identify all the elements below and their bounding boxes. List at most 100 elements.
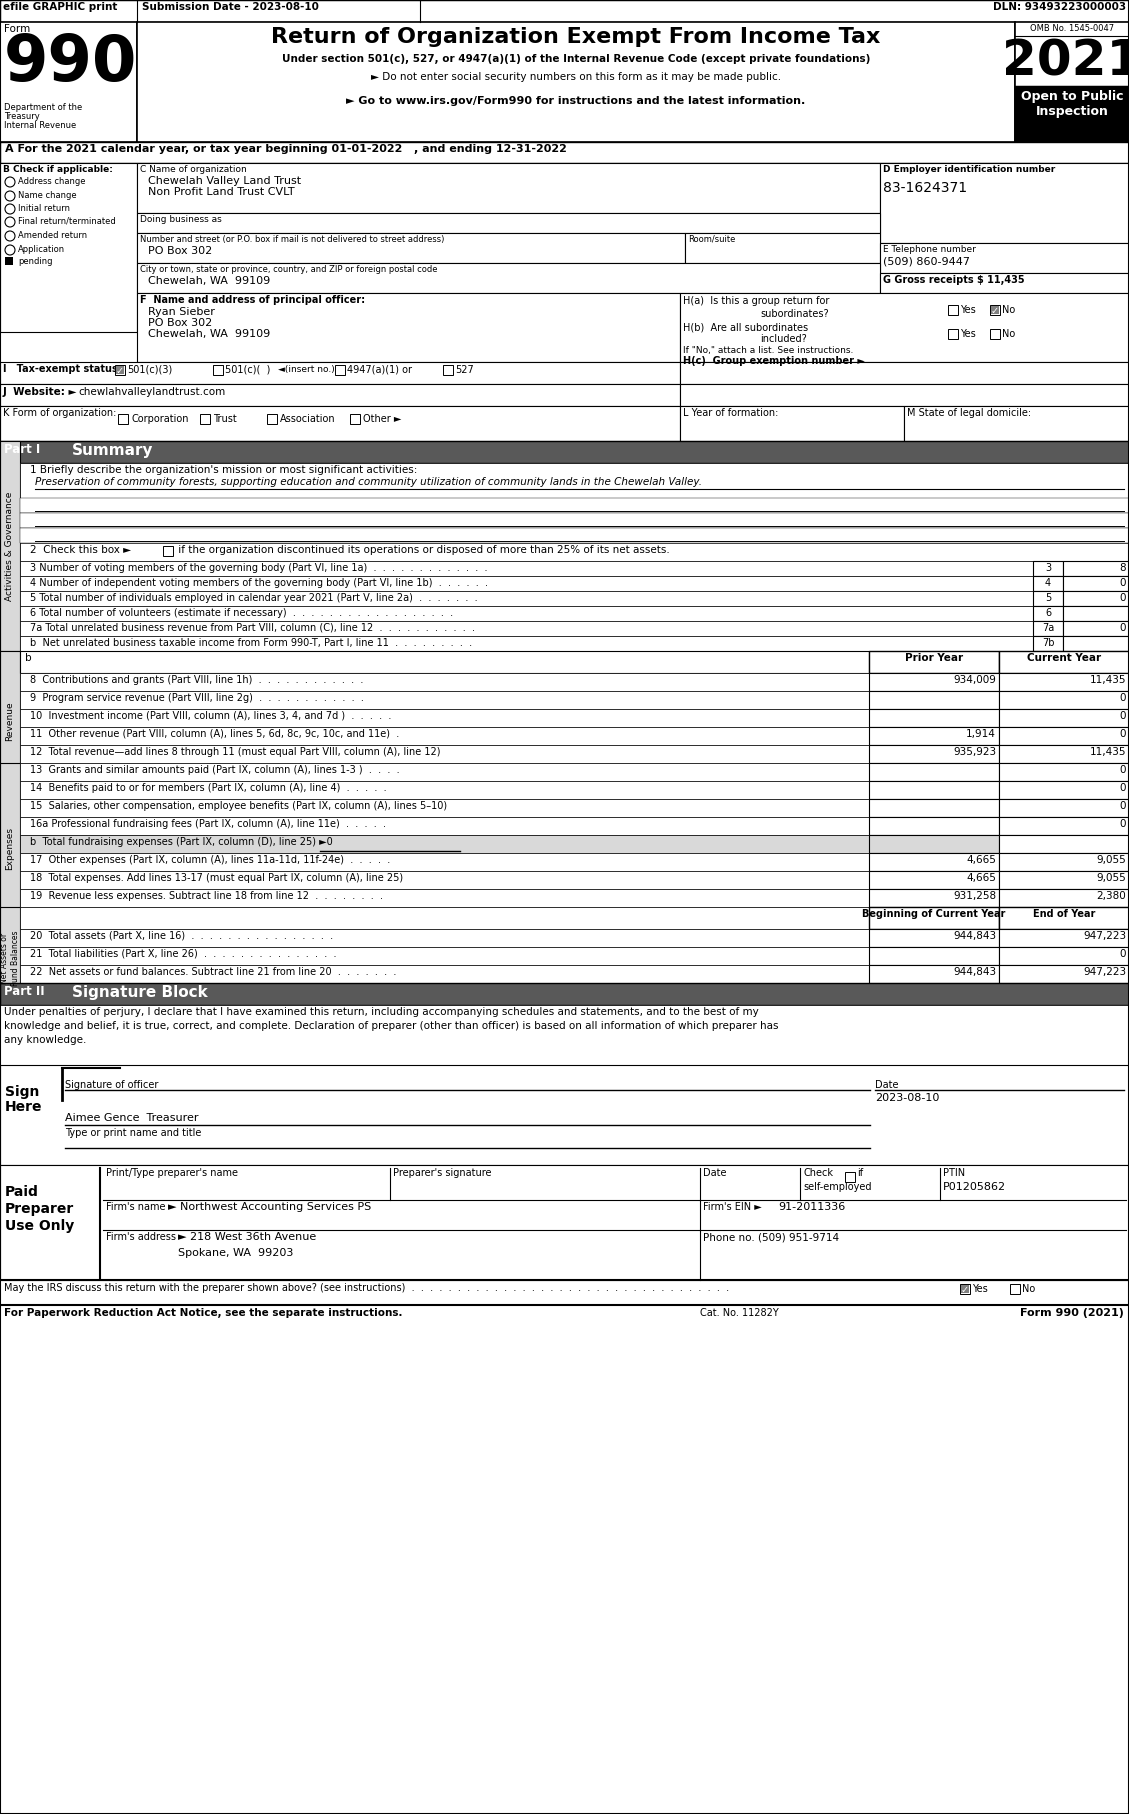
- Text: Preservation of community forests, supporting education and community utilizatio: Preservation of community forests, suppo…: [35, 477, 702, 486]
- Text: No: No: [1022, 1284, 1035, 1293]
- Text: 2023-08-10: 2023-08-10: [875, 1094, 939, 1103]
- Text: Department of the: Department of the: [5, 103, 82, 112]
- Bar: [999, 727, 1129, 746]
- Bar: [869, 798, 999, 816]
- Bar: [20, 764, 869, 782]
- Text: 6: 6: [1045, 608, 1051, 619]
- Text: 13  Grants and similar amounts paid (Part IX, column (A), lines 1-3 )  .  .  .  : 13 Grants and similar amounts paid (Part…: [30, 766, 400, 775]
- Text: 3 Number of voting members of the governing body (Part VI, line 1a)  .  .  .  . : 3 Number of voting members of the govern…: [30, 562, 488, 573]
- Text: any knowledge.: any knowledge.: [5, 1036, 87, 1045]
- Text: PTIN: PTIN: [943, 1168, 965, 1177]
- Text: Yes: Yes: [960, 328, 975, 339]
- Bar: [20, 673, 869, 691]
- Bar: [1010, 1284, 1019, 1293]
- Text: B Check if applicable:: B Check if applicable:: [3, 165, 113, 174]
- Text: Expenses: Expenses: [6, 827, 15, 869]
- Text: 19  Revenue less expenses. Subtract line 18 from line 12  .  .  .  .  .  .  .  .: 19 Revenue less expenses. Subtract line …: [30, 891, 383, 902]
- Bar: [1033, 577, 1064, 591]
- Text: For Paperwork Reduction Act Notice, see the separate instructions.: For Paperwork Reduction Act Notice, see …: [5, 1308, 403, 1319]
- Text: 4947(a)(1) or: 4947(a)(1) or: [347, 365, 412, 375]
- Bar: [20, 889, 869, 907]
- Bar: [1033, 591, 1064, 606]
- Text: F  Name and address of principal officer:: F Name and address of principal officer:: [140, 296, 365, 305]
- Text: 2,380: 2,380: [1096, 891, 1126, 902]
- Bar: [137, 294, 680, 363]
- Text: b  Net unrelated business taxable income from Form 990-T, Part I, line 11  .  . : b Net unrelated business taxable income …: [30, 639, 472, 648]
- Bar: [960, 1284, 970, 1293]
- Text: ✓: ✓: [961, 1284, 969, 1295]
- Bar: [1064, 561, 1129, 577]
- Text: Spokane, WA  99203: Spokane, WA 99203: [178, 1248, 294, 1257]
- Text: Initial return: Initial return: [18, 203, 70, 212]
- Text: OMB No. 1545-0047: OMB No. 1545-0047: [1030, 24, 1114, 33]
- Bar: [999, 782, 1129, 798]
- Text: Chewelah Valley Land Trust: Chewelah Valley Land Trust: [148, 176, 301, 187]
- Bar: [0, 441, 1129, 463]
- Text: Cat. No. 11282Y: Cat. No. 11282Y: [700, 1308, 779, 1319]
- Bar: [5, 258, 14, 265]
- Text: ► Do not enter social security numbers on this form as it may be made public.: ► Do not enter social security numbers o…: [371, 73, 781, 82]
- Bar: [1015, 22, 1129, 141]
- Text: Final return/terminated: Final return/terminated: [18, 218, 116, 227]
- Bar: [999, 709, 1129, 727]
- Bar: [869, 965, 999, 983]
- Bar: [869, 907, 999, 929]
- Text: G Gross receipts $ 11,435: G Gross receipts $ 11,435: [883, 276, 1025, 285]
- Text: M State of legal domicile:: M State of legal domicile:: [907, 408, 1031, 417]
- Text: 20  Total assets (Part X, line 16)  .  .  .  .  .  .  .  .  .  .  .  .  .  .  . : 20 Total assets (Part X, line 16) . . . …: [30, 931, 333, 941]
- Text: Internal Revenue: Internal Revenue: [5, 122, 77, 131]
- Text: Under section 501(c), 527, or 4947(a)(1) of the Internal Revenue Code (except pr: Under section 501(c), 527, or 4947(a)(1)…: [282, 54, 870, 63]
- Bar: [999, 746, 1129, 764]
- Bar: [1033, 561, 1064, 577]
- Text: 22  Net assets or fund balances. Subtract line 21 from line 20  .  .  .  .  .  .: 22 Net assets or fund balances. Subtract…: [30, 967, 396, 978]
- Text: 9  Program service revenue (Part VIII, line 2g)  .  .  .  .  .  .  .  .  .  .  .: 9 Program service revenue (Part VIII, li…: [30, 693, 364, 704]
- Text: Part II: Part II: [5, 985, 45, 998]
- Bar: [20, 606, 1033, 620]
- Text: ◄(insert no.): ◄(insert no.): [278, 365, 335, 374]
- Text: Paid: Paid: [5, 1185, 38, 1199]
- Text: 931,258: 931,258: [953, 891, 996, 902]
- Bar: [20, 637, 1033, 651]
- Bar: [869, 709, 999, 727]
- Text: Revenue: Revenue: [6, 702, 15, 740]
- Bar: [0, 1065, 1129, 1165]
- Text: Phone no. (509) 951-9714: Phone no. (509) 951-9714: [703, 1232, 839, 1243]
- Text: ✓: ✓: [991, 307, 999, 316]
- Text: A For the 2021 calendar year, or tax year beginning 01-01-2022   , and ending 12: A For the 2021 calendar year, or tax yea…: [5, 143, 567, 154]
- Bar: [0, 22, 137, 141]
- Bar: [350, 414, 360, 424]
- Text: If "No," attach a list. See instructions.: If "No," attach a list. See instructions…: [683, 346, 854, 356]
- Bar: [990, 305, 1000, 316]
- Text: ► Go to www.irs.gov/Form990 for instructions and the latest information.: ► Go to www.irs.gov/Form990 for instruct…: [347, 96, 806, 105]
- Bar: [680, 363, 1129, 385]
- Text: 3: 3: [1045, 562, 1051, 573]
- Text: Part I: Part I: [5, 443, 41, 455]
- Text: 990: 990: [5, 33, 138, 94]
- Text: May the IRS discuss this return with the preparer shown above? (see instructions: May the IRS discuss this return with the…: [5, 1282, 729, 1293]
- Text: Firm's name: Firm's name: [106, 1203, 166, 1212]
- Bar: [999, 929, 1129, 947]
- Bar: [20, 561, 1033, 577]
- Bar: [119, 414, 128, 424]
- Text: Ryan Sieber: Ryan Sieber: [148, 307, 215, 317]
- Text: P01205862: P01205862: [943, 1183, 1006, 1192]
- Text: 947,223: 947,223: [1083, 967, 1126, 978]
- Text: 0: 0: [1120, 711, 1126, 720]
- Text: 12  Total revenue—add lines 8 through 11 (must equal Part VIII, column (A), line: 12 Total revenue—add lines 8 through 11 …: [30, 747, 440, 756]
- Text: Submission Date - 2023-08-10: Submission Date - 2023-08-10: [142, 2, 318, 13]
- Text: Number and street (or P.O. box if mail is not delivered to street address): Number and street (or P.O. box if mail i…: [140, 236, 445, 245]
- Text: ✓: ✓: [116, 366, 124, 375]
- Bar: [137, 22, 1015, 141]
- Text: H(a)  Is this a group return for: H(a) Is this a group return for: [683, 296, 830, 307]
- Bar: [869, 889, 999, 907]
- Bar: [1064, 620, 1129, 637]
- Bar: [20, 727, 869, 746]
- Bar: [0, 141, 1129, 163]
- Bar: [999, 965, 1129, 983]
- Bar: [0, 651, 20, 791]
- Text: Print/Type preparer's name: Print/Type preparer's name: [106, 1168, 238, 1177]
- Text: 0: 0: [1120, 949, 1126, 960]
- Bar: [116, 366, 124, 374]
- Text: No: No: [1003, 305, 1015, 316]
- Text: C Name of organization: C Name of organization: [140, 165, 247, 174]
